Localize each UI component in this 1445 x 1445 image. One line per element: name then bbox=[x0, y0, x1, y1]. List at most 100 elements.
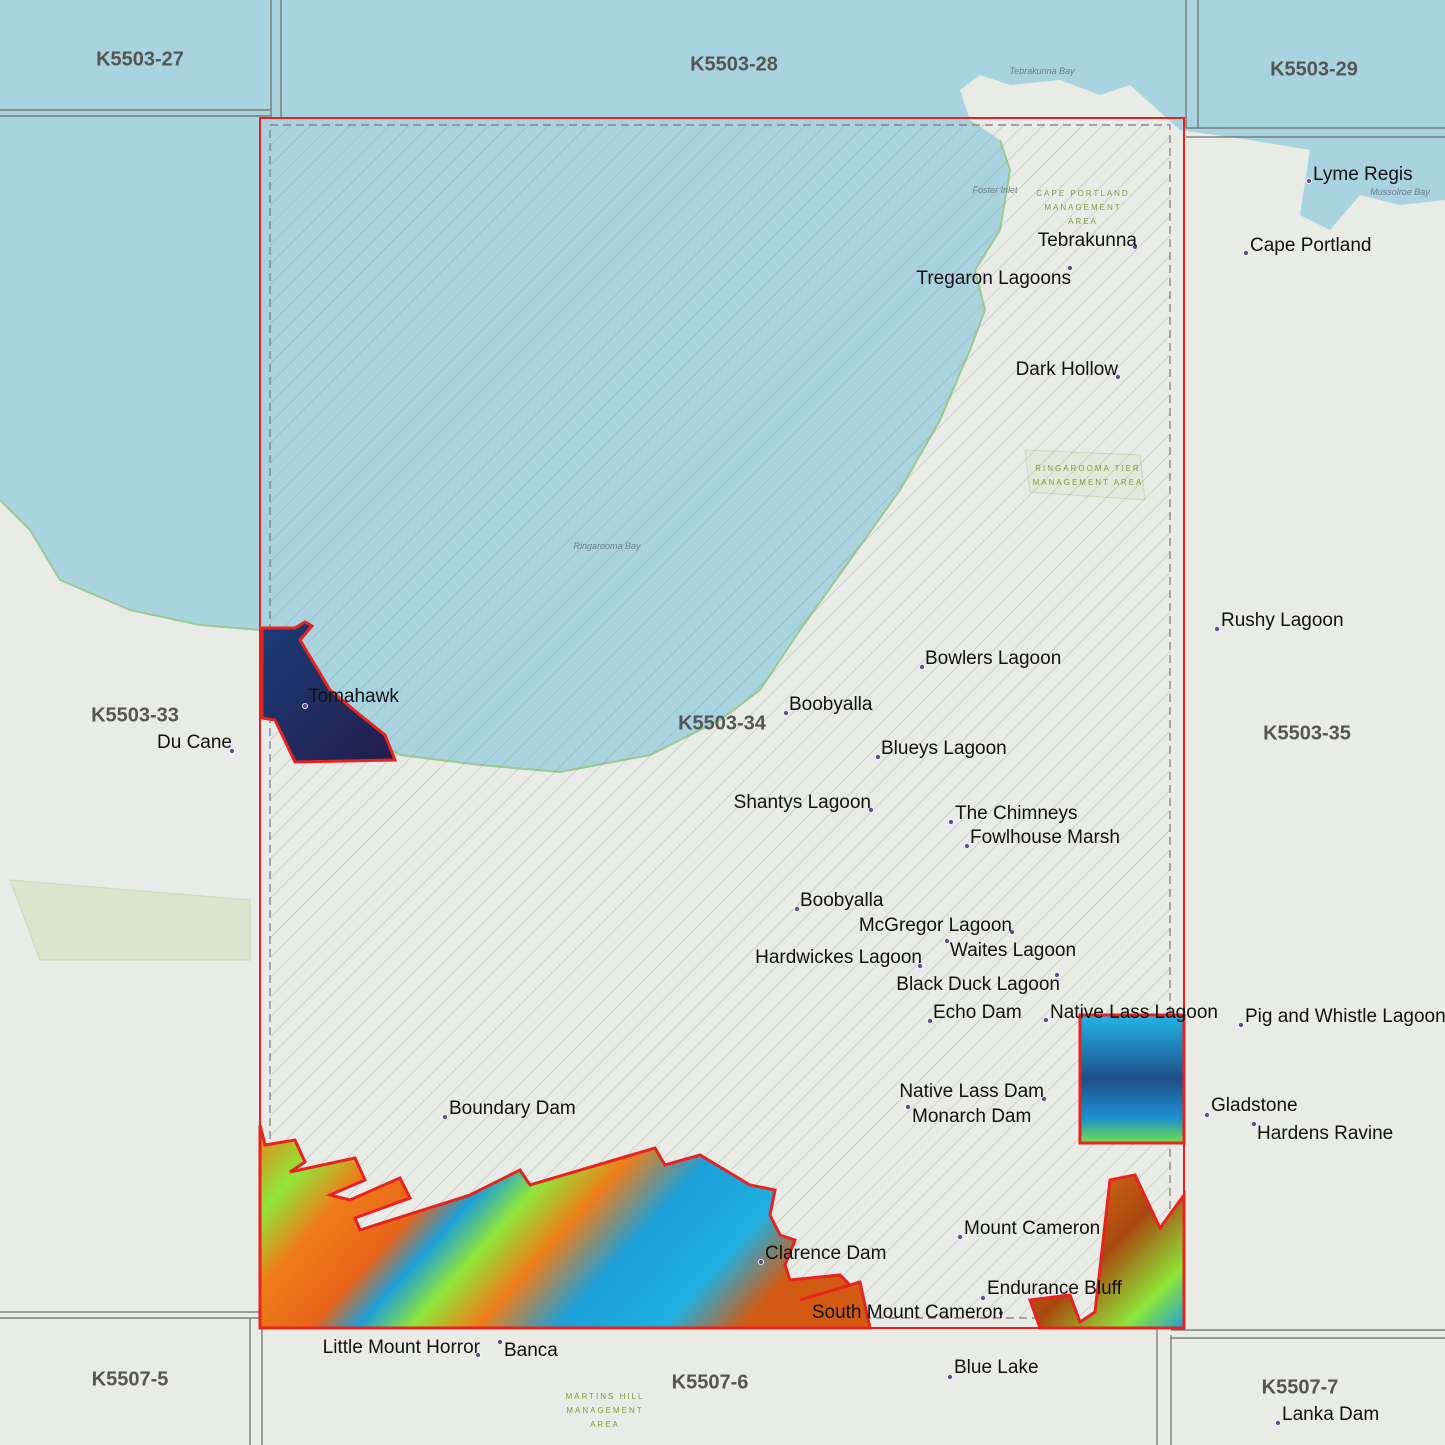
water-label: Foster Inlet bbox=[972, 185, 1018, 195]
place-dot-icon bbox=[1054, 972, 1061, 979]
place-marker[interactable]: Shantys Lagoon bbox=[734, 792, 875, 814]
place-dot-icon bbox=[1238, 1022, 1245, 1029]
place-label: Hardens Ravine bbox=[1257, 1123, 1393, 1144]
place-marker[interactable]: Hardens Ravine bbox=[1251, 1121, 1393, 1144]
place-label: Bowlers Lagoon bbox=[925, 648, 1061, 669]
place-dot-icon bbox=[927, 1018, 934, 1025]
selection-outline[interactable] bbox=[259, 117, 1185, 1329]
place-dot-icon bbox=[947, 1374, 954, 1381]
place-marker[interactable]: Hardwickes Lagoon bbox=[755, 947, 924, 970]
place-marker[interactable]: Cape Portland bbox=[1243, 235, 1371, 256]
tile-label: K5507-5 bbox=[92, 1368, 169, 1390]
place-marker[interactable]: Pig and Whistle Lagoon bbox=[1238, 1006, 1445, 1029]
place-label: Native Lass Dam bbox=[899, 1081, 1044, 1102]
place-marker[interactable]: Bowlers Lagoon bbox=[919, 648, 1061, 671]
place-label: South Mount Cameron bbox=[812, 1302, 1003, 1323]
place-dot-icon bbox=[794, 906, 801, 913]
place-marker[interactable]: Tebrakunna bbox=[1038, 230, 1139, 251]
place-label: Cape Portland bbox=[1250, 235, 1371, 256]
place-label: Tomahawk bbox=[308, 686, 399, 707]
place-marker[interactable]: McGregor Lagoon bbox=[859, 915, 1016, 936]
place-marker[interactable]: Fowlhouse Marsh bbox=[964, 827, 1120, 850]
place-label: Rushy Lagoon bbox=[1221, 610, 1344, 631]
place-marker[interactable]: Lyme Regis bbox=[1306, 164, 1413, 185]
place-label: Lyme Regis bbox=[1313, 164, 1413, 185]
place-dot-icon bbox=[948, 819, 955, 826]
water-label: Tebrakunna Bay bbox=[1009, 66, 1075, 76]
place-label: McGregor Lagoon bbox=[859, 915, 1012, 936]
tile-label: K5503-29 bbox=[1270, 58, 1358, 80]
place-label: The Chimneys bbox=[955, 803, 1078, 824]
place-marker[interactable]: Tomahawk bbox=[301, 686, 399, 710]
place-marker[interactable]: Clarence Dam bbox=[758, 1243, 886, 1266]
place-dot-icon bbox=[783, 710, 790, 717]
place-label: Blue Lake bbox=[954, 1357, 1039, 1378]
place-marker[interactable]: Mount Cameron bbox=[957, 1218, 1100, 1241]
place-label: Tregaron Lagoons bbox=[916, 268, 1071, 289]
management-area-label: MARTINS HILL bbox=[566, 1392, 645, 1401]
place-dot-icon bbox=[1243, 249, 1250, 256]
place-label: Black Duck Lagoon bbox=[896, 974, 1060, 995]
place-dot-icon bbox=[868, 807, 875, 814]
place-marker[interactable]: Dark Hollow bbox=[1016, 359, 1122, 380]
place-marker[interactable]: Blue Lake bbox=[947, 1357, 1039, 1381]
place-marker[interactable]: Little Mount Horror bbox=[323, 1337, 481, 1358]
place-labels: Lyme Regis Cape Portland Tebrakunna Tregaro… bbox=[157, 164, 1445, 1427]
management-area-label: AREA bbox=[1068, 217, 1098, 226]
place-dot-icon bbox=[998, 1310, 1005, 1317]
tile-label: K5507-6 bbox=[672, 1371, 749, 1393]
place-dot-icon bbox=[1009, 929, 1016, 936]
place-dot-icon bbox=[496, 1339, 503, 1346]
place-marker[interactable]: Black Duck Lagoon bbox=[896, 972, 1061, 995]
place-marker[interactable]: Waites Lagoon bbox=[944, 938, 1076, 961]
place-dot-icon bbox=[1251, 1121, 1258, 1128]
water-label: Ringarooma Bay bbox=[573, 541, 641, 551]
place-dot-icon bbox=[917, 963, 924, 970]
place-dot-icon bbox=[474, 1352, 481, 1359]
place-label: Tebrakunna bbox=[1038, 230, 1138, 251]
dem-tile-native-lass[interactable] bbox=[1078, 1013, 1186, 1145]
management-area-label: RINGAROOMA TIER bbox=[1035, 464, 1140, 473]
place-dot-icon bbox=[964, 843, 971, 850]
place-label: Little Mount Horror bbox=[323, 1337, 481, 1358]
place-dot-icon bbox=[905, 1104, 912, 1111]
place-dot-icon bbox=[875, 754, 882, 761]
place-label: Lanka Dam bbox=[1282, 1404, 1379, 1425]
dem-tile-tomahawk[interactable] bbox=[260, 620, 398, 764]
place-label: Echo Dam bbox=[933, 1002, 1022, 1023]
hatched-coverage-area bbox=[269, 124, 1171, 1319]
place-dot-icon bbox=[980, 1295, 987, 1302]
place-marker[interactable]: Du Cane bbox=[157, 732, 235, 755]
place-marker[interactable]: Endurance Bluff bbox=[980, 1278, 1123, 1302]
place-dot-icon bbox=[1043, 1017, 1050, 1024]
place-marker[interactable]: Tregaron Lagoons bbox=[916, 264, 1074, 289]
place-dot-icon bbox=[1041, 1096, 1048, 1103]
place-marker[interactable]: Native Lass Lagoon bbox=[1043, 1002, 1218, 1023]
dem-tile-south[interactable] bbox=[258, 1124, 872, 1330]
place-marker[interactable]: Blueys Lagoon bbox=[875, 738, 1007, 761]
place-marker[interactable]: Banca bbox=[496, 1339, 558, 1361]
place-dot-icon bbox=[1214, 626, 1221, 633]
place-label: Du Cane bbox=[157, 732, 232, 753]
place-marker[interactable]: Rushy Lagoon bbox=[1214, 610, 1344, 633]
place-marker[interactable]: The Chimneys bbox=[948, 803, 1078, 826]
place-dot-icon bbox=[301, 703, 308, 710]
place-dot-icon bbox=[944, 938, 951, 945]
place-dot-icon bbox=[1067, 264, 1074, 271]
place-label: Boobyalla bbox=[789, 694, 873, 715]
place-marker[interactable]: South Mount Cameron bbox=[812, 1302, 1005, 1323]
place-marker[interactable]: Monarch Dam bbox=[905, 1104, 1031, 1127]
place-label: Banca bbox=[504, 1340, 558, 1361]
place-marker[interactable]: Boobyalla bbox=[783, 694, 873, 717]
place-label: Blueys Lagoon bbox=[881, 738, 1007, 759]
place-marker[interactable]: Native Lass Dam bbox=[899, 1081, 1048, 1103]
place-marker[interactable]: Boundary Dam bbox=[441, 1098, 576, 1121]
place-marker[interactable]: Echo Dam bbox=[927, 1002, 1022, 1025]
place-marker[interactable]: Gladstone bbox=[1204, 1095, 1298, 1119]
place-label: Endurance Bluff bbox=[987, 1278, 1123, 1299]
place-label: Fowlhouse Marsh bbox=[970, 827, 1120, 848]
place-marker[interactable]: Lanka Dam bbox=[1275, 1404, 1379, 1427]
place-marker[interactable]: Boobyalla bbox=[794, 890, 884, 913]
